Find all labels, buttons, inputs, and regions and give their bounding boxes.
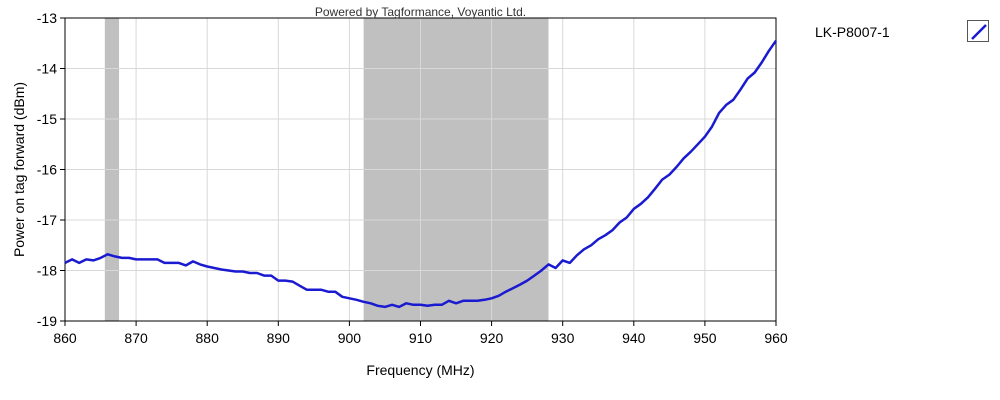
x-tick-label: 870 [124, 330, 148, 346]
y-tick-label: -13 [37, 10, 57, 26]
legend-line-icon [971, 24, 987, 40]
x-tick-label: 950 [693, 330, 717, 346]
x-tick-label: 880 [196, 330, 220, 346]
x-axis-label: Frequency (MHz) [366, 362, 474, 378]
y-tick-label: -14 [37, 61, 57, 77]
x-tick-label: 890 [267, 330, 291, 346]
y-tick-label: -18 [37, 263, 57, 279]
y-tick-label: -19 [37, 313, 57, 329]
x-tick-label: 900 [338, 330, 362, 346]
y-tick-label: -15 [37, 111, 57, 127]
y-tick-label: -17 [37, 212, 57, 228]
legend-swatch[interactable] [967, 20, 989, 42]
x-tick-label: 860 [53, 330, 77, 346]
series-line [64, 39, 778, 309]
x-tick-label: 910 [409, 330, 433, 346]
x-tick-label: 940 [622, 330, 646, 346]
legend-label: LK-P8007-1 [815, 24, 890, 40]
x-tick-label: 960 [764, 330, 788, 346]
y-tick-label: -16 [37, 162, 57, 178]
watermark-text: Powered by Tagformance, Voyantic Ltd. [315, 5, 526, 19]
y-axis-label: Power on tag forward (dBm) [11, 82, 27, 257]
x-tick-label: 930 [551, 330, 575, 346]
legend: LK-P8007-1 [815, 20, 995, 50]
x-tick-label: 920 [480, 330, 504, 346]
